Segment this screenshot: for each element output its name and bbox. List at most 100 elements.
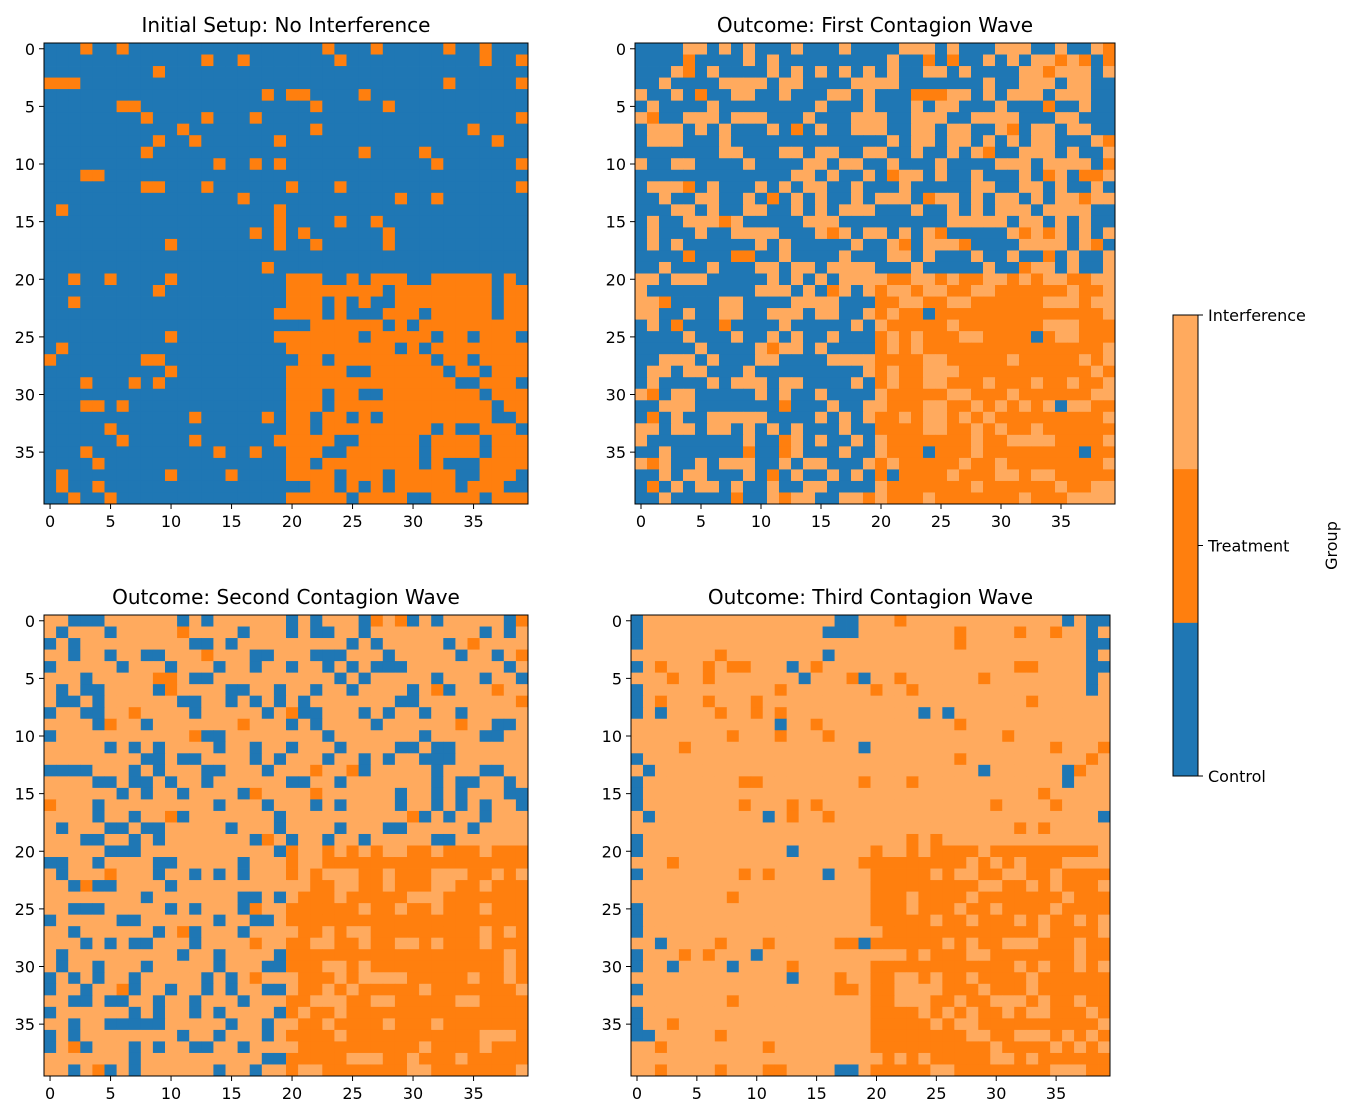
heatmap-cell-interference <box>786 626 800 639</box>
heatmap-cell-control <box>382 169 396 182</box>
heatmap-cell-treatment <box>382 1029 396 1042</box>
heatmap-cell-control <box>310 66 323 78</box>
heatmap-cell-control <box>68 365 81 378</box>
heatmap-cell-treatment <box>443 949 456 962</box>
heatmap-cell-control <box>815 365 828 378</box>
heatmap-cell-control <box>983 100 996 113</box>
heatmap-cell-treatment <box>419 388 432 401</box>
heatmap-cell-interference <box>1079 354 1092 367</box>
heatmap-cell-treatment <box>443 342 456 355</box>
heatmap-cell-control <box>815 43 828 55</box>
heatmap-cell-interference <box>80 649 93 662</box>
heatmap-cell-control <box>635 227 648 240</box>
heatmap-cell-treatment <box>1067 342 1080 355</box>
heatmap-cell-interference <box>201 995 214 1008</box>
heatmap-cell-control <box>911 54 924 67</box>
heatmap-cell-treatment <box>899 423 912 436</box>
heatmap-cell-interference <box>659 192 672 205</box>
heatmap-cell-treatment <box>322 1041 335 1054</box>
heatmap-cell-control <box>152 331 166 344</box>
heatmap-cell-control <box>346 123 359 136</box>
heatmap-cell-control <box>923 215 936 228</box>
heatmap-cell-control <box>165 77 178 90</box>
heatmap-cell-interference <box>803 261 816 274</box>
heatmap-cell-control <box>358 833 372 846</box>
heatmap-cell-control <box>189 423 202 436</box>
heatmap-cell-treatment <box>491 1052 505 1065</box>
heatmap-cell-treatment <box>431 1064 444 1077</box>
heatmap-cell-treatment <box>1103 319 1116 332</box>
heatmap-cell-treatment <box>455 296 468 309</box>
heatmap-cell-treatment <box>322 845 335 858</box>
heatmap-cell-control <box>647 250 660 263</box>
heatmap-cell-control <box>695 54 708 67</box>
heatmap-cell-control <box>310 146 323 159</box>
heatmap-cell-interference <box>659 261 672 274</box>
heatmap-cell-interference <box>695 273 708 286</box>
heatmap-cell-interference <box>671 66 684 78</box>
heatmap-cell-control <box>659 215 672 228</box>
heatmap-cell-treatment <box>959 238 972 251</box>
heatmap-cell-control <box>394 123 408 136</box>
heatmap-cell-control <box>322 123 335 136</box>
heatmap-cell-control <box>249 649 263 662</box>
heatmap-cell-treatment <box>887 388 900 401</box>
heatmap-cell-interference <box>370 730 384 743</box>
heatmap-cell-treatment <box>370 880 384 893</box>
heatmap-cell-interference <box>152 937 166 950</box>
heatmap-cell-interference <box>839 285 852 297</box>
heatmap-cell-control <box>503 146 517 159</box>
heatmap-cell-control <box>755 66 768 78</box>
heatmap-cell-treatment <box>431 857 444 869</box>
heatmap-cell-treatment <box>431 400 444 413</box>
heatmap-cell-interference <box>334 707 347 720</box>
heatmap-cell-control <box>394 741 408 754</box>
heatmap-cell-treatment <box>298 1029 311 1042</box>
heatmap-cell-interference <box>177 1018 190 1031</box>
heatmap-cell-control <box>104 215 117 228</box>
heatmap-cell-control <box>983 43 996 55</box>
heatmap-cell-treatment <box>346 469 359 482</box>
heatmap-cell-control <box>719 250 732 263</box>
heatmap-cell-control <box>671 54 684 67</box>
heatmap-cell-treatment <box>479 891 493 904</box>
heatmap-cell-control <box>68 469 81 482</box>
heatmap-cell-interference <box>678 626 692 639</box>
heatmap-cell-control <box>419 112 432 125</box>
heatmap-cell-control <box>334 158 347 171</box>
heatmap-cell-control <box>128 238 142 251</box>
heatmap-cell-treatment <box>261 411 275 424</box>
heatmap-cell-interference <box>1031 135 1044 148</box>
heatmap-cell-control <box>455 787 468 800</box>
heatmap-cell-control <box>839 192 852 205</box>
heatmap-cell-interference <box>671 123 684 136</box>
heatmap-cell-treatment <box>419 903 432 916</box>
heatmap-cell-treatment <box>394 1006 408 1019</box>
heatmap-cell-interference <box>635 423 648 436</box>
heatmap-cell-control <box>44 43 57 55</box>
heatmap-cell-interference <box>827 469 840 482</box>
heatmap-cell-control <box>165 43 178 55</box>
heatmap-cell-interference <box>779 250 792 263</box>
heatmap-cell-treatment <box>1055 365 1068 378</box>
heatmap-cell-control <box>875 215 888 228</box>
heatmap-cell-control <box>467 77 480 90</box>
heatmap-cell-control <box>104 480 117 493</box>
heatmap-cell-control <box>104 1018 117 1031</box>
heatmap-cell-treatment <box>140 146 154 159</box>
heatmap-cell-interference <box>791 261 804 274</box>
y-tick-label: 15 <box>15 785 35 804</box>
heatmap-cell-interference <box>863 169 876 182</box>
heatmap-cell-treatment <box>515 1018 529 1031</box>
heatmap-cell-interference <box>249 926 263 939</box>
heatmap-cell-treatment <box>491 354 505 367</box>
heatmap-cell-control <box>515 66 529 78</box>
y-tick-label: 20 <box>15 270 35 289</box>
heatmap-cell-interference <box>419 1064 432 1077</box>
heatmap-cell-interference <box>875 192 888 205</box>
heatmap-cell-interference <box>995 192 1008 205</box>
heatmap-cell-control <box>443 741 456 754</box>
heatmap-cell-control <box>358 169 372 182</box>
heatmap-cell-control <box>647 342 660 355</box>
heatmap-cell-treatment <box>1043 342 1056 355</box>
